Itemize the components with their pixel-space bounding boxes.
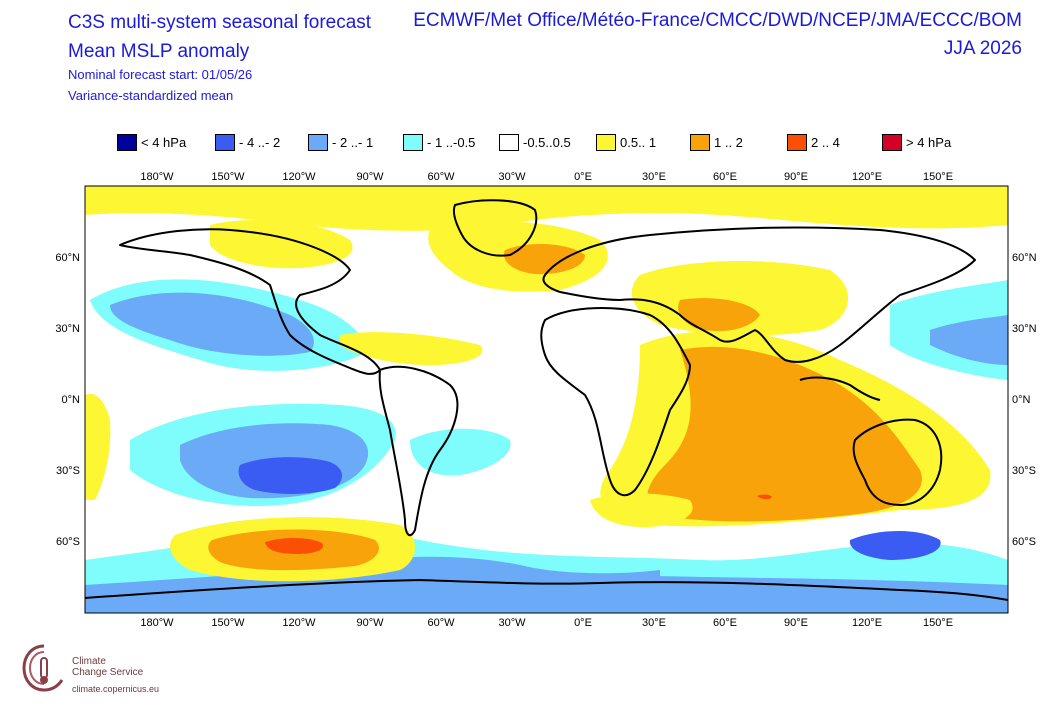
anomaly-region (678, 298, 760, 332)
legend-label: -0.5..0.5 (523, 135, 571, 150)
lon-ticks-top: 180°W 150°W 120°W 90°W 60°W 30°W 0°E 30°… (140, 171, 953, 183)
legend-label: 2 .. 4 (811, 135, 840, 150)
lat-tick-label: 0°N (62, 394, 81, 406)
legend-swatch (787, 134, 807, 151)
lon-tick-label: 0°E (574, 171, 592, 183)
season-label: JJA 2026 (943, 38, 1022, 59)
lon-tick-label: 180°W (140, 617, 174, 629)
legend-label: 1 .. 2 (714, 135, 743, 150)
legend-swatch (690, 134, 710, 151)
logo-url: climate.copernicus.eu (72, 684, 160, 694)
lon-ticks-bottom: 180°W 150°W 120°W 90°W 60°W 30°W 0°E 30°… (140, 617, 953, 629)
lat-tick-label: 60°S (56, 536, 80, 548)
lon-tick-label: 150°W (211, 171, 245, 183)
lon-tick-label: 180°W (140, 171, 174, 183)
climate-service-icon (22, 644, 64, 692)
legend-label: - 2 ..- 1 (332, 135, 374, 150)
legend-swatch (403, 134, 423, 151)
lat-tick-label: 60°N (1012, 252, 1037, 264)
legend-label: 0.5.. 1 (620, 135, 657, 150)
lon-tick-label: 90°E (784, 617, 808, 629)
anomaly-region (849, 531, 941, 560)
legend-swatch (117, 134, 137, 151)
anomaly-region (360, 556, 660, 613)
lon-tick-label: 60°E (713, 171, 737, 183)
lon-tick-label: 60°E (713, 617, 737, 629)
lon-tick-label: 120°E (852, 617, 882, 629)
lon-tick-label: 30°E (642, 617, 666, 629)
legend-swatch (499, 134, 519, 151)
anomaly-region (504, 243, 585, 275)
map-title: C3S multi-system seasonal forecast (68, 12, 372, 33)
lon-tick-label: 60°W (427, 171, 455, 183)
lat-tick-label: 60°S (1012, 536, 1036, 548)
legend-swatch (215, 134, 235, 151)
coastline-south-america (378, 365, 459, 537)
lon-tick-label: 90°E (784, 171, 808, 183)
coastline-north-america (119, 228, 381, 375)
lon-tick-label: 150°E (923, 171, 953, 183)
coastlines (85, 199, 1008, 601)
forecast-start: Nominal forecast start: 01/05/26 (68, 67, 253, 82)
anomaly-region (930, 315, 1008, 365)
legend-label: > 4 hPa (906, 135, 952, 150)
anomaly-region (757, 494, 772, 500)
legend-label: < 4 hPa (141, 135, 187, 150)
legend-swatch (596, 134, 616, 151)
providers: ECMWF/Met Office/Météo-France/CMCC/DWD/N… (413, 10, 1022, 31)
lat-tick-label: 0°N (1012, 394, 1031, 406)
coastline-indonesia (799, 376, 881, 401)
lat-ticks-right: 60°N 30°N 0°N 30°S 60°S (1012, 252, 1037, 548)
lon-tick-label: 30°W (498, 171, 526, 183)
lon-tick-label: 90°W (356, 617, 384, 629)
lat-tick-label: 30°N (1012, 323, 1037, 335)
lat-tick-label: 30°S (56, 465, 80, 477)
coastline-australia (852, 418, 943, 506)
lon-tick-label: 0°E (574, 617, 592, 629)
anomaly-region (340, 332, 483, 365)
lon-tick-label: 90°W (356, 171, 384, 183)
coastline-antarctica (85, 579, 1008, 601)
lon-tick-label: 120°W (282, 617, 316, 629)
lon-tick-label: 120°E (852, 171, 882, 183)
logo-text: Change Service (72, 667, 144, 678)
lat-tick-label: 30°S (1012, 465, 1036, 477)
lon-tick-label: 30°E (642, 171, 666, 183)
anomaly-region (110, 292, 314, 356)
anomaly-fields (85, 186, 1008, 613)
anomaly-region (238, 457, 342, 494)
anomaly-region (265, 537, 324, 554)
anomaly-region (590, 493, 693, 528)
lon-tick-label: 30°W (498, 617, 526, 629)
coastline-greenland (452, 199, 538, 257)
lon-tick-label: 120°W (282, 171, 316, 183)
lat-tick-label: 60°N (55, 252, 80, 264)
legend-swatch (882, 134, 902, 151)
lon-tick-label: 150°W (211, 617, 245, 629)
map-frame (84, 185, 1009, 614)
lon-tick-label: 150°E (923, 617, 953, 629)
lon-tick-label: 60°W (427, 617, 455, 629)
forecast-method: Variance-standardized mean (68, 88, 234, 103)
anomaly-region (85, 393, 111, 500)
anomaly-region (85, 186, 1008, 231)
lat-tick-label: 30°N (55, 323, 80, 335)
anomaly-region (647, 346, 922, 522)
coastline-eurasia (542, 226, 976, 363)
legend-swatch (308, 134, 328, 151)
anomaly-region (410, 428, 511, 476)
logo-text: Climate (72, 656, 106, 667)
coastline-africa (540, 307, 691, 497)
legend-label: - 4 ..- 2 (239, 135, 281, 150)
lat-ticks-left: 60°N 30°N 0°N 30°S 60°S (55, 252, 80, 548)
map-subtitle: Mean MSLP anomaly (68, 41, 250, 62)
legend-label: - 1 ..-0.5 (427, 135, 476, 150)
copernicus-logo: Climate Change Service climate.copernicu… (20, 640, 180, 700)
